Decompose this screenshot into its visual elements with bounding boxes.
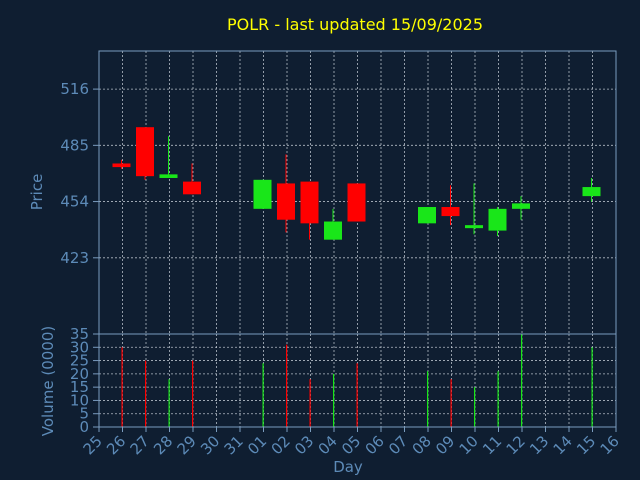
volume-bar: [121, 347, 123, 427]
candle-body: [136, 127, 154, 177]
volume-y-tick-label: 25: [70, 352, 89, 370]
x-tick-label: 26: [103, 432, 129, 458]
volume-bar: [286, 344, 288, 427]
x-tick-label: 27: [127, 432, 153, 458]
x-tick-label: 30: [197, 432, 223, 458]
volume-bar: [192, 360, 194, 427]
x-tick-label: 05: [338, 432, 364, 458]
volume-y-tick-label: 35: [70, 325, 89, 343]
price-y-tick-label: 454: [60, 193, 89, 211]
x-tick-label: 13: [526, 432, 552, 458]
x-tick-label: 25: [80, 432, 106, 458]
price-y-tick-label: 516: [60, 80, 89, 98]
volume-bar: [474, 387, 476, 427]
volume-bar: [309, 379, 311, 427]
volume-bar: [427, 371, 429, 427]
volume-bar: [356, 363, 358, 427]
candle-body: [582, 187, 601, 197]
volume-bar: [333, 373, 335, 427]
volume-y-tick-label: 5: [79, 405, 89, 423]
volume-bar: [521, 334, 523, 427]
price-axis-label: Price: [28, 174, 46, 211]
volume-y-tick-label: 10: [70, 391, 89, 409]
candle-body: [300, 181, 319, 224]
x-tick-label: 06: [362, 432, 388, 458]
candle-body: [183, 181, 201, 195]
volume-bar: [497, 371, 499, 427]
x-tick-label: 04: [315, 432, 341, 458]
candle-body: [512, 203, 530, 209]
price-y-ticks: 423 454 485 516: [60, 80, 99, 267]
x-tick-label: 01: [244, 432, 270, 458]
x-tick-label: 02: [268, 432, 294, 458]
x-tick-label: 29: [174, 432, 200, 458]
price-y-tick-label: 423: [60, 249, 89, 267]
volume-bars: [121, 334, 593, 427]
candle-body: [253, 179, 272, 209]
x-tick-label: 08: [409, 432, 435, 458]
x-tick-label: 09: [432, 432, 458, 458]
x-tick-label: 31: [221, 432, 247, 458]
candles: [112, 127, 601, 240]
volume-y-tick-label: 30: [70, 338, 89, 356]
candle-body: [441, 207, 460, 217]
volume-bar: [450, 379, 452, 427]
volume-y-tick-label: 0: [79, 418, 89, 436]
x-tick-label: 10: [456, 432, 482, 458]
x-tick-label: 11: [479, 432, 505, 458]
x-tick-label: 12: [503, 432, 529, 458]
x-ticks: 2526272829303101020304050607080910111213…: [80, 427, 623, 458]
candle-body: [418, 207, 436, 224]
x-tick-label: 14: [550, 432, 576, 458]
chart-title: POLR - last updated 15/09/2025: [227, 15, 483, 34]
x-tick-label: 07: [385, 432, 411, 458]
volume-y-tick-label: 15: [70, 378, 89, 396]
x-axis-label: Day: [333, 458, 363, 476]
volume-bar: [591, 347, 593, 427]
candle-body: [277, 183, 295, 220]
price-y-tick-label: 485: [60, 136, 89, 154]
candle-body: [324, 221, 342, 240]
candle-body: [112, 163, 131, 168]
volume-y-tick-label: 20: [70, 365, 89, 383]
volume-bar: [168, 379, 170, 427]
x-tick-label: 03: [291, 432, 317, 458]
volume-bar: [145, 360, 147, 427]
candle-body: [347, 183, 366, 222]
x-tick-label: 16: [597, 432, 623, 458]
volume-bar: [262, 363, 264, 427]
candle-body: [488, 208, 507, 231]
x-tick-label: 28: [150, 432, 176, 458]
volume-axis-label: Volume (0000): [39, 326, 57, 436]
x-tick-label: 15: [573, 432, 599, 458]
candle-body: [159, 174, 178, 178]
candle-body: [465, 225, 483, 229]
